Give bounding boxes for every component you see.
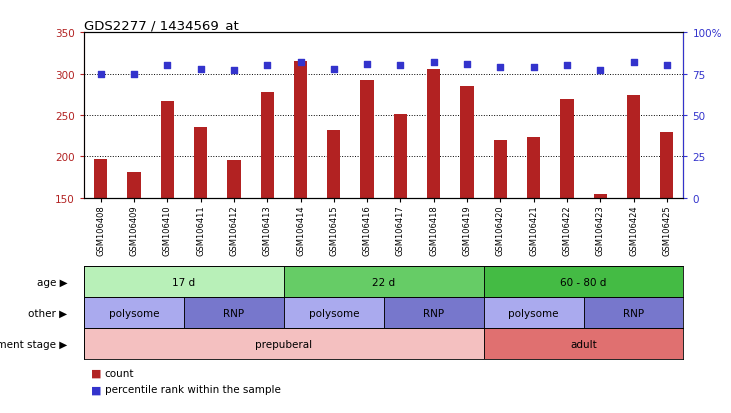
Bar bbox=[194, 127, 208, 198]
Text: adult: adult bbox=[570, 339, 597, 349]
Bar bbox=[384, 297, 484, 328]
Point bbox=[328, 66, 340, 73]
Text: count: count bbox=[105, 368, 134, 378]
Text: development stage ▶: development stage ▶ bbox=[0, 339, 67, 349]
Text: RNP: RNP bbox=[623, 308, 644, 318]
Point bbox=[162, 63, 173, 69]
Bar bbox=[284, 297, 384, 328]
Point bbox=[228, 68, 240, 74]
Text: 22 d: 22 d bbox=[372, 277, 395, 287]
Bar bbox=[461, 87, 474, 198]
Text: age ▶: age ▶ bbox=[37, 277, 67, 287]
Text: prepuberal: prepuberal bbox=[255, 339, 312, 349]
Text: 17 d: 17 d bbox=[173, 277, 195, 287]
Point bbox=[395, 63, 406, 69]
Text: percentile rank within the sample: percentile rank within the sample bbox=[105, 385, 281, 394]
Text: ■: ■ bbox=[91, 368, 102, 378]
Bar bbox=[527, 138, 540, 198]
Bar bbox=[627, 96, 640, 198]
Point bbox=[194, 66, 206, 73]
Point bbox=[428, 59, 439, 66]
Text: other ▶: other ▶ bbox=[29, 308, 67, 318]
Bar bbox=[484, 297, 583, 328]
Bar bbox=[560, 100, 574, 198]
Bar bbox=[484, 266, 683, 297]
Text: RNP: RNP bbox=[224, 308, 244, 318]
Point bbox=[95, 71, 107, 78]
Bar bbox=[260, 93, 274, 198]
Point bbox=[561, 63, 573, 69]
Bar bbox=[660, 133, 673, 198]
Bar bbox=[427, 70, 440, 198]
Bar bbox=[394, 115, 407, 198]
Bar bbox=[294, 62, 307, 198]
Bar bbox=[583, 297, 683, 328]
Point bbox=[361, 61, 373, 68]
Point bbox=[628, 59, 640, 66]
Point bbox=[661, 63, 673, 69]
Bar bbox=[484, 328, 683, 359]
Text: GDS2277 / 1434569_at: GDS2277 / 1434569_at bbox=[84, 19, 239, 32]
Bar bbox=[161, 102, 174, 198]
Point bbox=[594, 68, 606, 74]
Bar bbox=[284, 266, 484, 297]
Bar bbox=[84, 297, 184, 328]
Text: polysome: polysome bbox=[308, 308, 359, 318]
Bar bbox=[84, 266, 284, 297]
Bar bbox=[227, 161, 240, 198]
Bar bbox=[360, 81, 374, 198]
Bar bbox=[327, 131, 341, 198]
Text: 60 - 80 d: 60 - 80 d bbox=[561, 277, 607, 287]
Bar bbox=[84, 328, 484, 359]
Bar bbox=[493, 140, 507, 198]
Bar bbox=[184, 297, 284, 328]
Text: ■: ■ bbox=[91, 385, 102, 394]
Point bbox=[295, 59, 306, 66]
Bar bbox=[127, 173, 140, 198]
Point bbox=[128, 71, 140, 78]
Text: polysome: polysome bbox=[109, 308, 159, 318]
Text: polysome: polysome bbox=[508, 308, 559, 318]
Point bbox=[262, 63, 273, 69]
Point bbox=[461, 61, 473, 68]
Point bbox=[494, 64, 506, 71]
Point bbox=[528, 64, 539, 71]
Bar bbox=[594, 194, 607, 198]
Text: RNP: RNP bbox=[423, 308, 444, 318]
Bar bbox=[94, 159, 107, 198]
